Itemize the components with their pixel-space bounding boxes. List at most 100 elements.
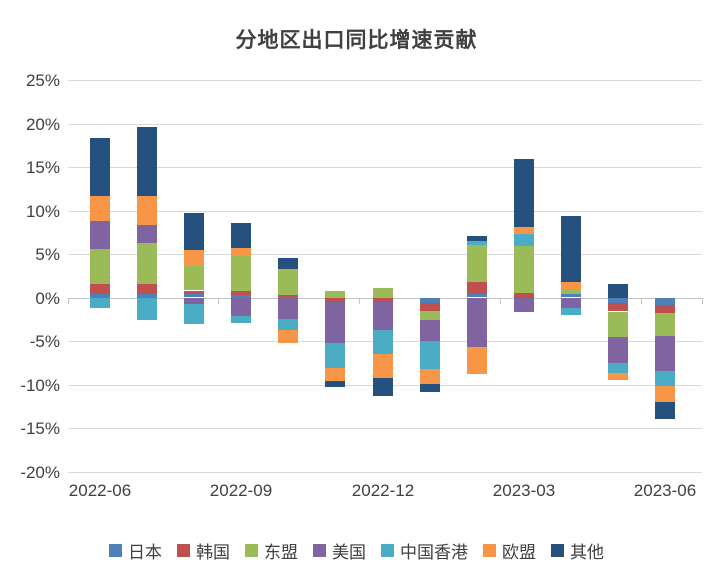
bar-segment-日本	[608, 298, 628, 304]
bar-segment-其他	[137, 127, 157, 196]
legend-item-欧盟: 欧盟	[483, 538, 536, 563]
legend-label: 中国香港	[400, 543, 468, 562]
gridline	[68, 80, 702, 81]
legend-label: 日本	[128, 543, 162, 562]
bar-segment-其他	[561, 216, 581, 282]
bar-segment-欧盟	[278, 330, 298, 343]
bar-segment-欧盟	[514, 227, 534, 234]
bar-segment-美国	[278, 298, 298, 319]
bar-segment-韩国	[231, 291, 251, 295]
bar-segment-欧盟	[373, 354, 393, 378]
bar-segment-美国	[608, 337, 628, 364]
bar-segment-其他	[467, 236, 487, 241]
gridline	[68, 254, 702, 255]
legend-item-日本: 日本	[109, 538, 162, 563]
bar-segment-其他	[231, 223, 251, 248]
y-axis-label: -15%	[20, 419, 60, 438]
bar-segment-中国香港	[184, 304, 204, 324]
bar-segment-欧盟	[561, 282, 581, 289]
bar-segment-韩国	[420, 303, 440, 311]
bar-segment-韩国	[278, 295, 298, 297]
gridline	[68, 124, 702, 125]
bar-segment-日本	[231, 295, 251, 298]
x-axis-tick	[218, 298, 219, 304]
bar-segment-东盟	[655, 313, 675, 336]
bar-segment-中国香港	[231, 316, 251, 323]
legend-label: 其他	[570, 543, 604, 562]
bar-segment-东盟	[231, 256, 251, 291]
bar-segment-东盟	[561, 289, 581, 294]
bar-segment-韩国	[467, 282, 487, 294]
y-axis-label: -20%	[20, 463, 60, 482]
legend-swatch	[381, 544, 394, 557]
legend-item-韩国: 韩国	[177, 538, 230, 563]
y-axis-label: 10%	[25, 202, 60, 221]
x-axis-label: 2023-06	[633, 481, 697, 500]
bar-segment-美国	[373, 302, 393, 330]
legend-swatch	[109, 544, 122, 557]
bar-segment-美国	[467, 298, 487, 348]
bar-segment-美国	[137, 225, 157, 243]
bar-segment-东盟	[373, 288, 393, 298]
legend-item-中国香港: 中国香港	[381, 538, 468, 563]
bar-segment-东盟	[90, 249, 110, 284]
x-axis-tick	[359, 298, 360, 304]
bar-segment-欧盟	[184, 250, 204, 266]
bar-segment-日本	[90, 294, 110, 298]
bar-segment-其他	[655, 402, 675, 419]
x-axis-tick	[68, 298, 69, 304]
bar-segment-韩国	[514, 293, 534, 298]
y-axis-label: 25%	[25, 71, 60, 90]
bar-segment-中国香港	[278, 319, 298, 331]
bar-segment-韩国	[608, 303, 628, 311]
legend-swatch	[483, 544, 496, 557]
bar-segment-其他	[608, 284, 628, 298]
bar-segment-日本	[420, 298, 440, 303]
bar-segment-美国	[514, 298, 534, 312]
y-axis-label: 0%	[35, 289, 60, 308]
bar-segment-中国香港	[137, 298, 157, 320]
bar-segment-美国	[420, 320, 440, 342]
y-axis-label: 5%	[35, 245, 60, 264]
gridline	[68, 211, 702, 212]
bar-segment-其他	[373, 378, 393, 396]
legend-item-美国: 美国	[313, 538, 366, 563]
bar-segment-欧盟	[231, 248, 251, 256]
bar-segment-中国香港	[655, 371, 675, 386]
bar-segment-美国	[90, 221, 110, 249]
x-axis-label: 2022-06	[68, 481, 132, 500]
bar-segment-欧盟	[467, 347, 487, 374]
bar-segment-东盟	[137, 243, 157, 284]
bar-segment-日本	[655, 298, 675, 305]
legend-item-其他: 其他	[551, 538, 604, 563]
bar-segment-韩国	[184, 291, 204, 294]
bar-segment-其他	[514, 159, 534, 227]
bar-segment-东盟	[514, 246, 534, 293]
bar-segment-东盟	[184, 266, 204, 290]
bar-segment-欧盟	[137, 196, 157, 225]
legend-swatch	[245, 544, 258, 557]
gridline	[68, 472, 702, 473]
bar-segment-欧盟	[90, 196, 110, 221]
bar-segment-中国香港	[608, 363, 628, 373]
bar-segment-其他	[420, 384, 440, 392]
bar-segment-其他	[325, 381, 345, 387]
bar-segment-中国香港	[325, 343, 345, 368]
x-axis-tick	[641, 298, 642, 304]
bar-segment-日本	[137, 294, 157, 298]
bar-segment-韩国	[325, 298, 345, 302]
bar-segment-东盟	[278, 269, 298, 295]
bar-segment-日本	[278, 297, 298, 298]
bar-segment-中国香港	[467, 241, 487, 245]
x-axis-tick	[702, 298, 703, 304]
bar-segment-东盟	[467, 245, 487, 282]
x-axis-label: 2022-12	[351, 481, 415, 500]
x-axis-label: 2022-09	[209, 481, 273, 500]
bar-segment-美国	[231, 298, 251, 316]
bar-segment-日本	[467, 294, 487, 297]
x-axis-label: 2023-03	[492, 481, 556, 500]
legend-label: 欧盟	[502, 543, 536, 562]
bar-segment-韩国	[90, 284, 110, 294]
bar-segment-日本	[561, 293, 581, 297]
